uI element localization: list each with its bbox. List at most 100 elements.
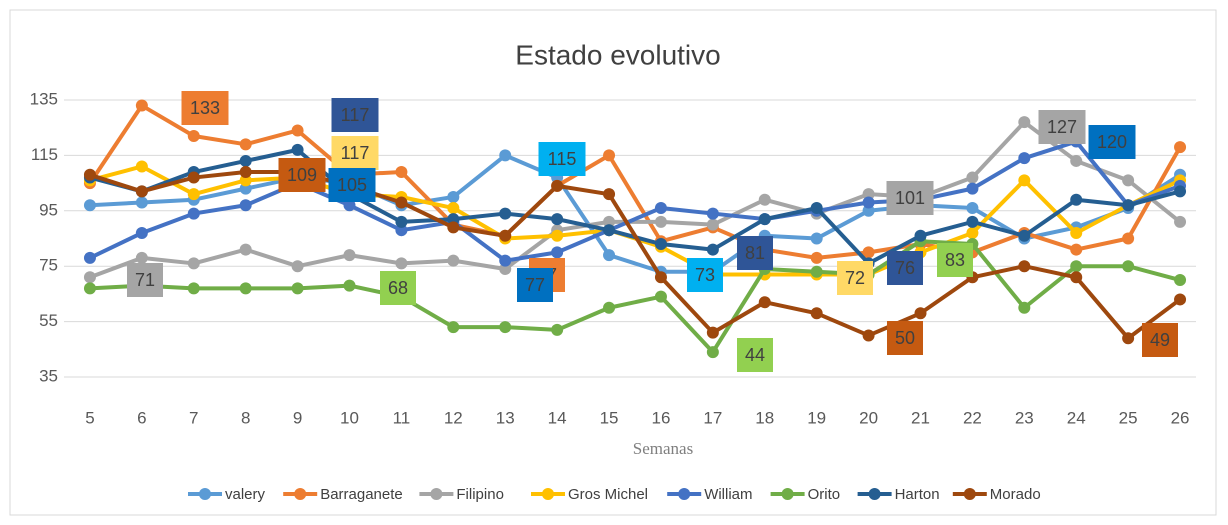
annotation: 77: [525, 275, 545, 295]
data-point: [1070, 193, 1083, 206]
annotation-box: [328, 168, 376, 202]
data-point: [758, 296, 771, 309]
data-point: [499, 262, 512, 275]
data-point: [603, 224, 616, 237]
data-point: [291, 260, 304, 273]
data-point: [1174, 293, 1187, 306]
data-point: [83, 282, 96, 295]
annotation-box: [737, 236, 773, 270]
data-point: [187, 282, 200, 295]
data-point: [291, 282, 304, 295]
series-line: [89, 170, 1182, 341]
data-point: [551, 323, 564, 336]
data-point: [447, 221, 460, 234]
data-point: [654, 215, 667, 228]
data-point: [447, 202, 460, 215]
data-point: [758, 213, 771, 226]
data-point: [499, 207, 512, 220]
data-point: [654, 290, 667, 303]
annotation-box: [837, 261, 873, 295]
data-point: [551, 246, 564, 259]
annotation-box: [886, 181, 934, 215]
x-tick-label: 20: [859, 408, 878, 427]
data-point: [862, 188, 875, 201]
data-point: [966, 215, 979, 228]
x-tick-label: 25: [1119, 408, 1138, 427]
data-point: [706, 346, 719, 359]
data-point: [291, 124, 304, 137]
data-point: [654, 202, 667, 215]
data-point: [810, 307, 823, 320]
annotation: 127: [1047, 117, 1077, 137]
data-point: [83, 168, 96, 181]
series-line: [89, 139, 1181, 263]
annotation: 71: [135, 270, 155, 290]
legend-label: valery: [225, 486, 266, 503]
y-tick-label: 75: [39, 256, 58, 275]
data-point: [239, 243, 252, 256]
data-point: [1070, 154, 1083, 167]
data-point: [1122, 332, 1135, 345]
data-point: [1122, 174, 1135, 187]
annotation-box: [127, 263, 163, 297]
data-point: [862, 246, 875, 259]
data-point: [706, 207, 719, 220]
data-point: [499, 254, 512, 267]
legend-label: Orito: [808, 486, 841, 503]
data-point: [603, 301, 616, 314]
x-tick-label: 18: [755, 408, 774, 427]
data-point: [187, 171, 200, 184]
data-point: [966, 226, 979, 239]
x-tick-label: 10: [340, 408, 359, 427]
data-point: [135, 99, 148, 112]
data-point: [810, 251, 823, 264]
data-point: [810, 202, 823, 215]
annotation-box: [331, 98, 379, 132]
data-point: [1018, 229, 1031, 242]
annotation: 101: [895, 188, 925, 208]
data-point: [395, 257, 408, 270]
data-point: [603, 149, 616, 162]
y-tick-label: 55: [39, 311, 58, 330]
annotation: 81: [745, 243, 765, 263]
annotation: 117: [341, 143, 370, 163]
data-point: [83, 199, 96, 212]
legend-label: Morado: [990, 486, 1041, 503]
data-point: [1174, 274, 1187, 287]
legend-label: Barraganete: [320, 486, 403, 503]
annotation: 109: [287, 165, 317, 185]
legend-marker: [199, 488, 211, 500]
data-point: [1122, 199, 1135, 212]
data-point: [395, 196, 408, 209]
annotation-box: [1038, 110, 1086, 144]
data-point: [706, 243, 719, 256]
data-point: [1018, 152, 1031, 165]
x-tick-label: 26: [1171, 408, 1190, 427]
x-tick-label: 23: [1015, 408, 1034, 427]
data-point: [135, 196, 148, 209]
x-tick-label: 8: [241, 408, 250, 427]
data-point: [239, 154, 252, 167]
annotation-box: [1142, 323, 1178, 357]
data-point: [239, 199, 252, 212]
data-point: [395, 215, 408, 228]
annotation: 44: [745, 345, 765, 365]
x-tick-label: 9: [293, 408, 302, 427]
data-point: [83, 271, 96, 284]
annotation: 68: [388, 278, 408, 298]
legend-label: Gros Michel: [568, 486, 648, 503]
y-tick-label: 135: [30, 89, 58, 108]
legend-marker: [963, 488, 976, 500]
data-point: [187, 188, 200, 201]
data-point: [810, 232, 823, 245]
data-point: [862, 204, 875, 217]
data-point: [1070, 271, 1083, 284]
x-tick-label: 16: [651, 408, 670, 427]
data-point: [1018, 301, 1031, 314]
annotation-box: [538, 142, 586, 176]
data-point: [603, 215, 616, 228]
data-point: [1018, 260, 1031, 273]
data-point: [135, 226, 148, 239]
series-line: [89, 120, 1182, 280]
x-tick-label: 17: [703, 408, 722, 427]
